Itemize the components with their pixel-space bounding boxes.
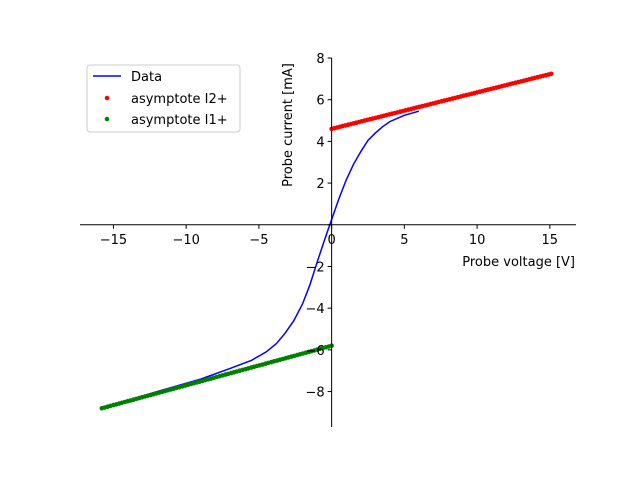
legend-i1-label: asymptote I1+ [131,113,228,128]
legend-frame [86,64,241,133]
asymptote-series-2 [99,343,334,411]
y-tick-label: 8 [316,52,324,67]
x-tick-label: 5 [400,233,408,248]
y-tick-label: −8 [305,386,324,401]
data-series-line [101,110,420,409]
legend-i2-marker [104,95,110,101]
x-tick-label: 0 [327,233,335,248]
legend-i2-label: asymptote I2+ [131,92,228,107]
x-tick-label: −10 [172,233,199,248]
x-tick-label: 15 [542,233,559,248]
legend-i1-marker [104,116,110,122]
x-tick-label: 10 [469,233,486,248]
legend-data-label: Data [131,70,162,85]
asymptote-point [549,71,554,77]
y-tick-label: −4 [305,302,324,317]
series-layer [99,71,554,411]
y-tick-label: 4 [316,135,324,150]
y-axis-label: Probe current [mA] [281,63,296,187]
y-tick-label: 6 [316,94,324,109]
x-axis-label: Probe voltage [V] [462,255,575,270]
legend: Data asymptote I2+ asymptote I1+ [86,64,241,133]
y-tick-label: −6 [305,344,324,359]
asymptote-series-1 [329,71,554,132]
y-tick-label: 2 [316,177,324,192]
x-tick-label: −5 [249,233,268,248]
axes-layer: −15 −10 −5 0 5 10 15 −8 −6 −4 −2 2 4 6 8 [80,52,576,427]
x-tick-label: −15 [100,233,127,248]
y-tick-label: −2 [305,260,324,275]
